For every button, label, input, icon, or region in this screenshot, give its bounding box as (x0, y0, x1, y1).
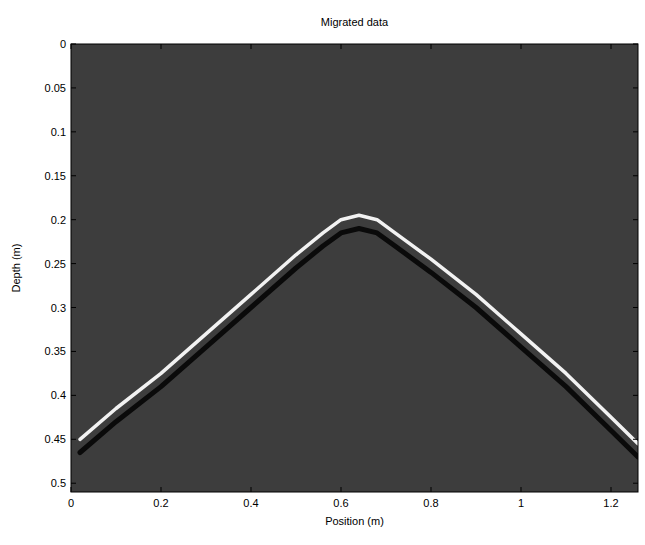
y-tick-label: 0.05 (45, 82, 66, 94)
x-tick (161, 487, 162, 492)
y-tick (71, 395, 76, 396)
y-tick-label: 0 (60, 38, 66, 50)
x-tick-label: 0.4 (243, 497, 258, 509)
y-tick (71, 263, 76, 264)
title: Migrated data (321, 16, 389, 28)
x-tick (341, 487, 342, 492)
x-tick (251, 487, 252, 492)
y-tick (633, 263, 638, 264)
y-tick-label: 0.1 (51, 126, 66, 138)
marks (80, 215, 638, 457)
x-tick-label: 0.2 (153, 497, 168, 509)
y-tick-label: 0.5 (51, 477, 66, 489)
y-tick (633, 395, 638, 396)
y-tick (633, 439, 638, 440)
y-tick (633, 131, 638, 132)
y-tick (633, 44, 638, 45)
x-tick (521, 487, 522, 492)
x-tick-label: 0.8 (423, 497, 438, 509)
x-tick (71, 487, 72, 492)
y-tick (633, 307, 638, 308)
y-tick (633, 175, 638, 176)
y-tick-label: 0.25 (45, 258, 66, 270)
reflection-curve (80, 215, 638, 443)
x-tick (611, 44, 612, 49)
y-tick (71, 44, 76, 45)
y-tick-label: 0.3 (51, 302, 66, 314)
plot-area (71, 44, 638, 492)
frame (71, 44, 638, 492)
x-tick (611, 487, 612, 492)
y-tick-label: 0.4 (51, 389, 66, 401)
x-tick-label: 0 (68, 497, 74, 509)
y-tick-label: 0.35 (45, 345, 66, 357)
y-tick-label: 0.2 (51, 214, 66, 226)
x-tick (431, 487, 432, 492)
y-tick (71, 131, 76, 132)
x-axis-title: Position (m) (325, 515, 384, 527)
y-tick (71, 219, 76, 220)
y-tick (71, 175, 76, 176)
x-tick (521, 44, 522, 49)
x-tick-label: 0.6 (333, 497, 348, 509)
y-tick (71, 307, 76, 308)
y-tick (633, 87, 638, 88)
chart: 0 0.2 0.4 0.6 0.8 1 1.2 0 0.05 0.1 0.15 0.2 0.25 0.3 0… (0, 0, 645, 545)
y-tick (633, 483, 638, 484)
y-tick (71, 439, 76, 440)
reflection-curve (80, 229, 638, 457)
x-tick (431, 44, 432, 49)
x-tick (251, 44, 252, 49)
y-axis-title: Depth (m) (10, 244, 22, 293)
y-tick-label: 0.45 (45, 433, 66, 445)
y-tick-label: 0.15 (45, 170, 66, 182)
y-tick (71, 87, 76, 88)
x-tick-label: 1 (518, 497, 524, 509)
x-tick (71, 44, 72, 49)
x-tick-label: 1.2 (603, 497, 618, 509)
y-tick (633, 219, 638, 220)
y-tick (633, 351, 638, 352)
y-tick (71, 351, 76, 352)
x-tick (341, 44, 342, 49)
x-tick (161, 44, 162, 49)
y-tick (71, 483, 76, 484)
